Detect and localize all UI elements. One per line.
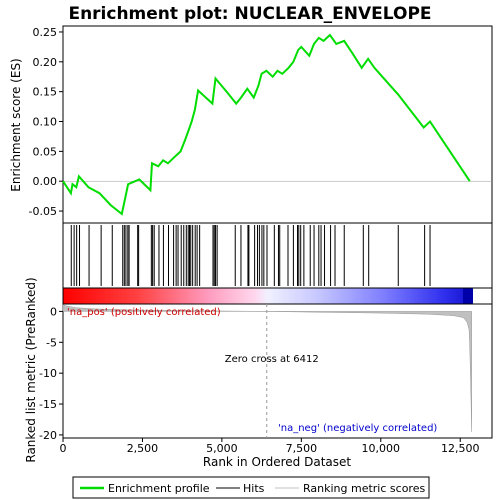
x-tick-label: 12,500 (441, 442, 480, 455)
es-y-tick-label: 0.25 (33, 26, 58, 39)
x-tick-label: 5,000 (206, 442, 238, 455)
rank-y-axis-label: Ranked list metric (PreRanked) (24, 277, 38, 462)
x-axis-ticks: 0 2,500 5,000 7,500 10,000 12,500 (60, 438, 480, 455)
rank-y-tick-label: -5 (46, 336, 57, 349)
x-tick-label: 7,500 (286, 442, 318, 455)
x-tick-label: 0 (60, 442, 67, 455)
rank-y-tick-label: 0 (50, 305, 57, 318)
rank-color-bar (63, 288, 472, 304)
es-y-tick-label: -0.05 (29, 205, 57, 218)
x-tick-label: 2,500 (127, 442, 159, 455)
rank-metric-panel: Zero cross at 6412 'na_pos' (positively … (24, 277, 493, 469)
x-tick-label: 10,000 (362, 442, 401, 455)
rank-y-tick-label: -10 (39, 367, 57, 380)
rank-plot-frame (62, 303, 493, 439)
legend-box (72, 476, 430, 499)
es-y-tick-label: 0.15 (33, 86, 58, 99)
rank-y-ticks: 0 -5 -10 -15 -20 (39, 305, 63, 442)
hits-panel (62, 222, 493, 289)
es-y-tick-label: 0.10 (33, 116, 58, 129)
zero-cross-label: Zero cross at 6412 (225, 354, 319, 365)
legend-rank-label: Ranking metric scores (303, 482, 425, 495)
rank-y-tick-label: -15 (39, 398, 57, 411)
rank-color-bar-end (463, 288, 473, 304)
na-pos-label: 'na_pos' (positively correlated) (67, 307, 221, 318)
es-y-tick-label: 0.05 (33, 145, 58, 158)
ranking-metric-area (62, 304, 472, 432)
es-panel: -0.05 0.00 0.05 0.10 0.15 0.20 0.25 Enrichment… (9, 25, 493, 224)
es-y-ticks: -0.05 0.00 0.05 0.10 0.15 0.20 0.25 (29, 26, 63, 218)
es-y-axis-label: Enrichment score (ES) (9, 58, 23, 191)
hit-lines (70, 225, 431, 286)
enrichment-profile-line (62, 33, 471, 216)
na-neg-label: 'na_neg' (negatively correlated) (278, 423, 437, 434)
legend: Enrichment profile Hits Ranking metric s… (72, 476, 430, 499)
rank-y-tick-label: -20 (39, 429, 57, 442)
legend-hits-label: Hits (243, 482, 265, 495)
es-y-tick-label: 0.00 (33, 175, 58, 188)
chart-title: Enrichment plot: NUCLEAR_ENVELOPE (68, 4, 431, 24)
x-axis-label: Rank in Ordered Dataset (203, 455, 351, 469)
legend-enrichment-label: Enrichment profile (108, 482, 210, 495)
es-y-tick-label: 0.20 (33, 56, 58, 69)
